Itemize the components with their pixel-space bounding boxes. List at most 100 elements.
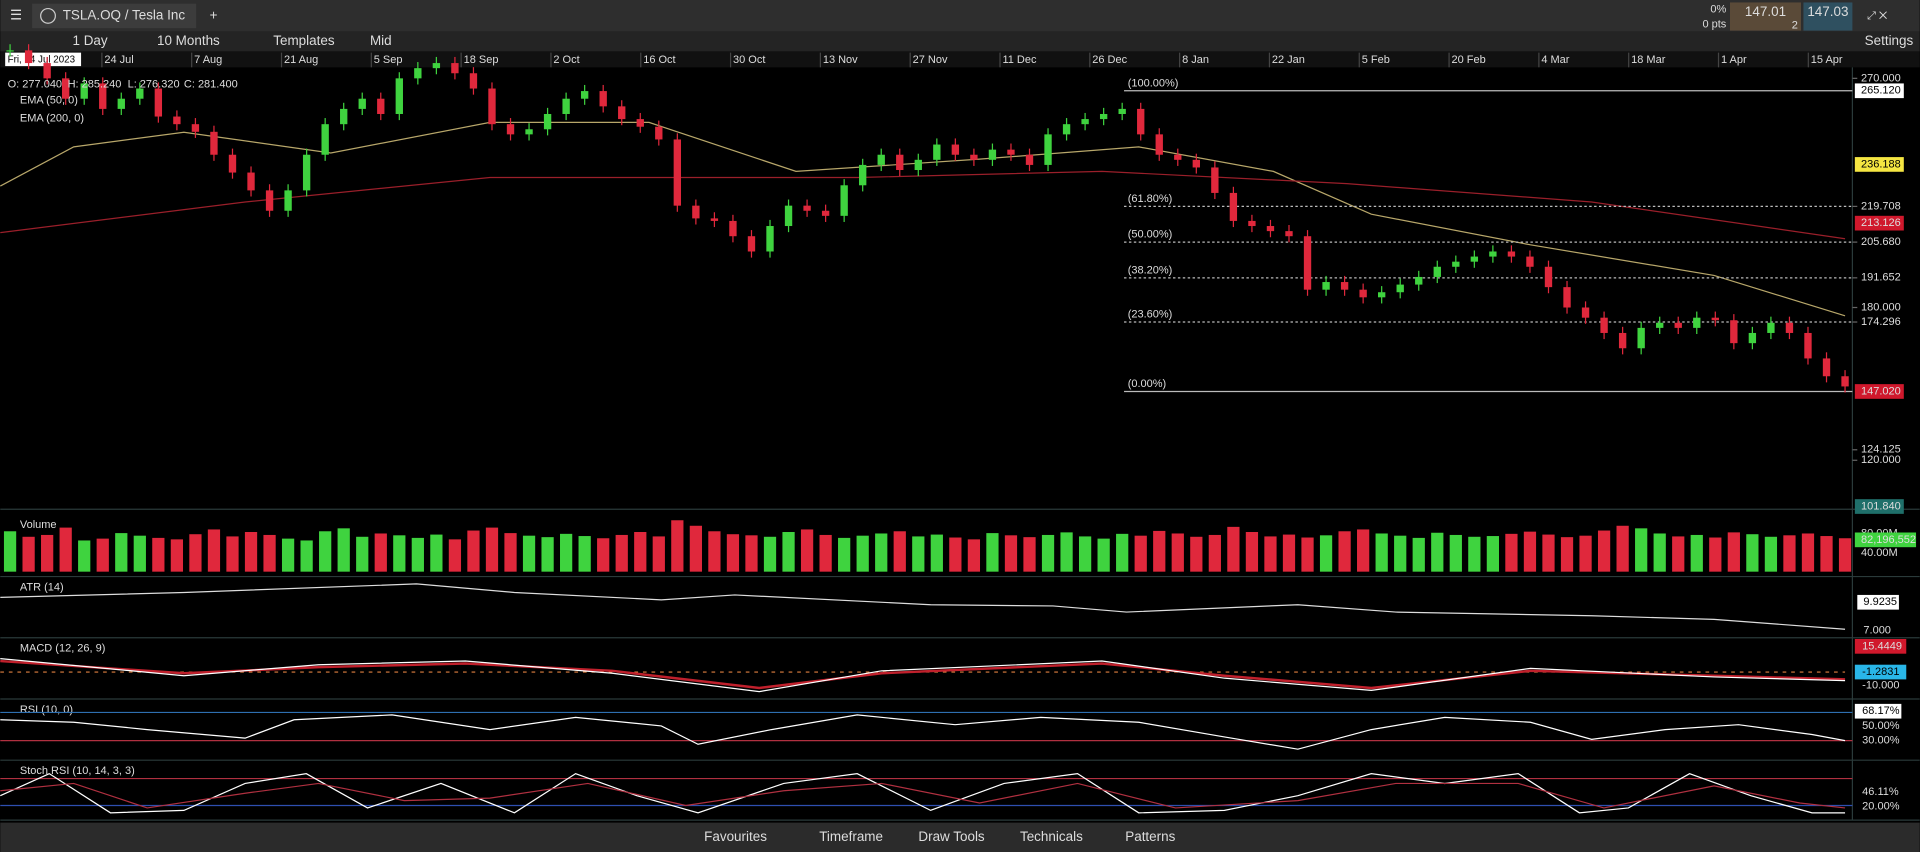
price-label: 270.000 <box>1861 72 1901 84</box>
candle <box>451 63 459 74</box>
candle <box>117 98 125 109</box>
volume-bar <box>430 534 443 572</box>
volume-bar <box>1709 537 1722 572</box>
volume-bar <box>1357 529 1370 572</box>
candle <box>988 149 997 160</box>
date-label: 18 Mar <box>1631 54 1666 66</box>
price-box <box>1854 384 1904 399</box>
volume-bar <box>1338 531 1351 572</box>
candle <box>6 50 14 52</box>
candle <box>1452 261 1460 267</box>
ema-200-label: EMA (200, 0) <box>20 113 84 125</box>
candle <box>43 63 51 79</box>
tab[interactable]: Draw Tools <box>918 829 985 844</box>
volume-bar <box>652 536 665 572</box>
volume-bar <box>1431 532 1444 572</box>
templates[interactable]: Templates <box>273 33 335 48</box>
volume-bar <box>1004 535 1018 572</box>
ask-box[interactable] <box>1803 2 1853 31</box>
volume-bar <box>1171 533 1184 572</box>
ohlc-high: H: 285.240 <box>68 78 122 90</box>
volume-bar <box>1560 537 1574 572</box>
bid: 147.01 <box>1745 4 1786 19</box>
volume-bar <box>1227 526 1240 572</box>
tab[interactable]: Patterns <box>1125 829 1175 844</box>
candle <box>1804 332 1812 359</box>
settings[interactable]: Settings <box>1865 33 1914 48</box>
stoch-d <box>0 782 1846 809</box>
candle <box>228 154 237 173</box>
candle <box>821 210 830 216</box>
fib-label: (38.20%) <box>1128 264 1173 276</box>
volume-bar <box>1116 533 1129 572</box>
volume-bar <box>986 533 999 572</box>
tab[interactable]: Timeframe <box>819 829 883 844</box>
volume-bar <box>59 527 72 572</box>
candle <box>1507 251 1516 257</box>
candle <box>1340 282 1349 290</box>
price-label: 265.120 <box>1861 85 1901 97</box>
candle <box>1377 292 1386 298</box>
candle <box>580 91 589 99</box>
price-label: 124.125 <box>1861 444 1901 456</box>
candle <box>1285 231 1293 237</box>
volume-bar <box>504 533 517 572</box>
bottom-tabs: Favourites Timeframe Draw Tools Technicals P… <box>704 829 1175 844</box>
interval[interactable]: 1 Day <box>73 33 108 48</box>
price-label: 213.126 <box>1861 217 1901 229</box>
candle <box>933 144 941 160</box>
volume-bar <box>1412 537 1425 572</box>
candle <box>859 164 867 186</box>
volume-bar <box>78 540 91 572</box>
range[interactable]: 10 Months <box>157 33 220 48</box>
volume-bar <box>1838 538 1852 572</box>
volume-bar <box>967 539 981 572</box>
candle <box>562 98 570 114</box>
symbol-box[interactable] <box>32 3 197 29</box>
macd-box <box>1854 639 1907 654</box>
date-label: 15 Apr <box>1811 54 1843 66</box>
candle <box>729 220 737 237</box>
price-type[interactable]: Mid <box>370 33 392 48</box>
menu-icon[interactable]: ☰ <box>10 7 22 22</box>
volume-bar <box>949 537 962 572</box>
date-row <box>0 51 1920 68</box>
candle <box>784 205 793 227</box>
candle <box>210 131 218 155</box>
tab[interactable]: Technicals <box>1020 829 1083 844</box>
volume-bar <box>1690 534 1703 572</box>
volume-bar <box>597 538 610 572</box>
candle <box>1767 322 1775 333</box>
tab[interactable]: Favourites <box>704 829 767 844</box>
volume-bar <box>1523 531 1537 572</box>
volume-bar <box>578 536 591 572</box>
candle <box>1563 287 1571 308</box>
candle <box>803 205 811 211</box>
bid-box[interactable] <box>1729 2 1801 31</box>
candle <box>1266 226 1275 232</box>
candle <box>1526 256 1534 267</box>
window-controls[interactable]: ⤢ ✕ <box>1867 10 1887 22</box>
candle <box>154 88 163 117</box>
volume-bar <box>1746 534 1759 572</box>
volume-bar <box>448 539 462 572</box>
panel-borders <box>0 67 1920 821</box>
symbol[interactable]: TSLA.OQ / Tesla Inc <box>63 7 186 22</box>
macd-signal-box <box>1854 664 1907 680</box>
candle <box>1025 154 1034 165</box>
candle <box>914 159 922 171</box>
price-box <box>1854 157 1904 172</box>
date-label: 11 Dec <box>1002 54 1037 66</box>
volume-bar <box>560 533 573 572</box>
volume-bar <box>745 535 758 572</box>
price-label: 180.000 <box>1861 301 1901 313</box>
volume-bar <box>356 536 369 572</box>
candle <box>1581 307 1590 318</box>
candle <box>265 190 274 211</box>
atr-label: ATR (14) <box>20 581 64 593</box>
candle <box>80 83 88 99</box>
add-tab[interactable]: + <box>210 7 218 22</box>
candle <box>1693 317 1701 328</box>
